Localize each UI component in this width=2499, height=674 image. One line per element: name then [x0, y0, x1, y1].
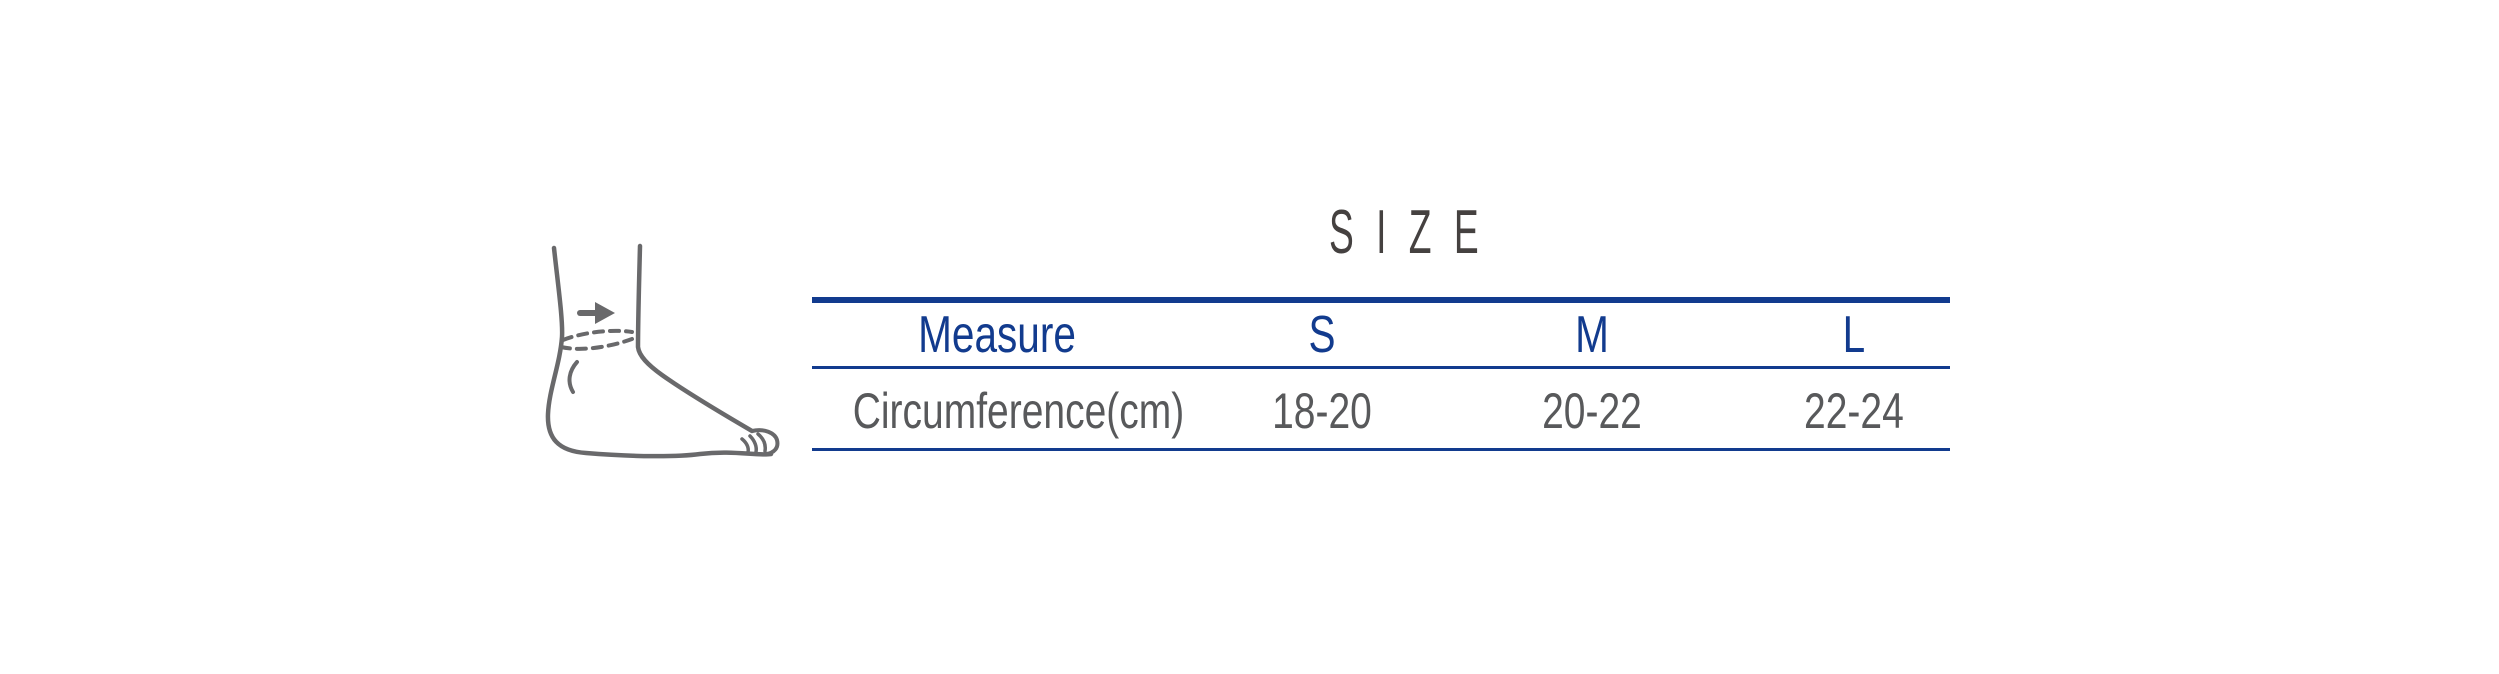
column-header-size-s: S: [1308, 305, 1336, 364]
toe-outline: [750, 428, 780, 456]
toe-ridge-3: [756, 432, 767, 453]
size-table: Measure S M L Circumference(cm) 18-20 20…: [812, 297, 1950, 451]
chart-title: SIZE: [1329, 198, 1501, 267]
ankle-accent-curve: [567, 360, 579, 394]
measure-band-lower-dashed-line: [559, 337, 634, 351]
measure-band-upper-dashed-line: [561, 328, 634, 342]
ankle-circumference-measure-icon: [545, 243, 780, 459]
table-header-row: Measure S M L: [812, 303, 1950, 369]
foot-outline-left: [545, 245, 774, 459]
cell-size-m-value: 20-22: [1542, 382, 1642, 439]
toe-ridge-2: [748, 434, 758, 454]
toe-ridge-1: [740, 437, 750, 454]
table-data-row: Circumference(cm) 18-20 20-22 22-24: [812, 369, 1950, 448]
column-header-measure: Measure: [918, 305, 1076, 364]
column-header-size-m: M: [1575, 305, 1609, 364]
cell-size-l-value: 22-24: [1804, 382, 1904, 439]
cell-size-s-value: 18-20: [1272, 382, 1372, 439]
column-header-size-l: L: [1842, 305, 1866, 364]
row-label-circumference: Circumference(cm): [852, 382, 1185, 439]
arrow-icon-head: [595, 302, 615, 324]
foot-outline-right: [635, 243, 755, 434]
